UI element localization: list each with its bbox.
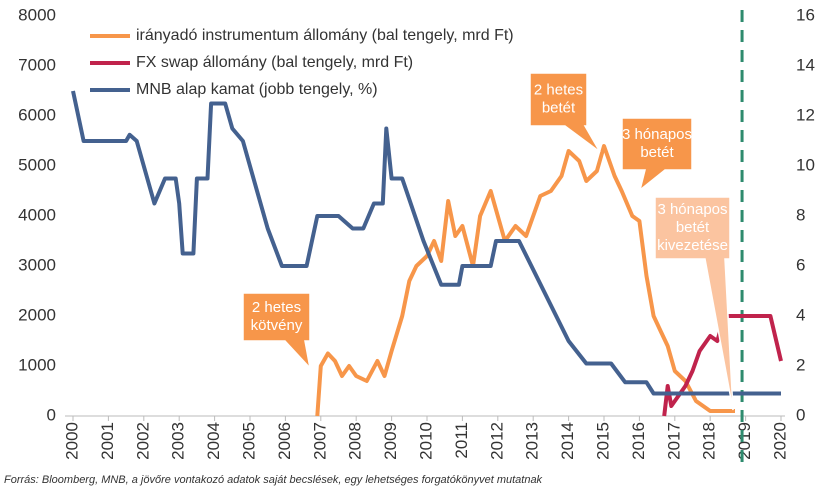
- x-tick-label: 2019: [735, 422, 754, 460]
- x-tick-label: 2018: [700, 422, 719, 460]
- y-tick-label: 0: [47, 405, 56, 424]
- y2-tick-label: 0: [796, 405, 805, 424]
- annotation-text: betét: [640, 144, 674, 161]
- x-tick-label: 2005: [239, 422, 258, 460]
- series-line: [315, 144, 735, 417]
- x-tick-label: 2008: [346, 422, 365, 460]
- x-tick-label: 2010: [416, 422, 435, 460]
- annotation-text: kivezetése: [657, 237, 728, 254]
- x-tick-label: 2003: [169, 422, 188, 460]
- annotation-text: 2 hetes: [534, 81, 583, 98]
- annotation-text: kötvény: [251, 317, 303, 334]
- y-tick-label: 2000: [18, 305, 56, 324]
- y-tick-label: 4000: [18, 205, 56, 224]
- y-tick-label: 3000: [18, 255, 56, 274]
- annotation-text: 3 hónapos: [657, 201, 727, 218]
- x-tick-label: 2014: [558, 422, 577, 460]
- x-tick-label: 2011: [452, 422, 471, 459]
- x-tick-label: 2006: [275, 422, 294, 460]
- y2-tick-label: 14: [796, 55, 815, 74]
- x-tick-label: 2015: [593, 422, 612, 460]
- x-tick-label: 2004: [204, 422, 223, 460]
- legend-label: MNB alap kamat (jobb tengely, %): [136, 81, 378, 98]
- x-tick-label: 2013: [523, 422, 542, 460]
- x-tick-label: 2017: [664, 422, 683, 460]
- y-tick-label: 7000: [18, 55, 56, 74]
- x-tick-label: 2009: [381, 422, 400, 460]
- x-tick-label: 2016: [629, 422, 648, 460]
- y2-tick-label: 4: [796, 305, 805, 324]
- x-tick-label: 2002: [133, 422, 152, 460]
- y2-tick-label: 12: [796, 105, 815, 124]
- annotation-text: 2 hetes: [252, 299, 301, 316]
- series-line: [662, 314, 783, 417]
- x-tick-label: 2012: [487, 422, 506, 460]
- x-tick-label: 2020: [770, 422, 789, 460]
- footnote: Forrás: Bloomberg, MNB, a jövőre vontako…: [4, 474, 543, 486]
- y2-tick-label: 10: [796, 155, 815, 174]
- legend-label: irányadó instrumentum állomány (bal teng…: [136, 27, 514, 44]
- x-tick-label: 2000: [62, 422, 81, 460]
- y2-tick-label: 2: [796, 355, 805, 374]
- y2-tick-label: 8: [796, 205, 805, 224]
- series-line: [71, 90, 781, 396]
- callout: [529, 72, 601, 153]
- y2-tick-label: 16: [796, 5, 815, 24]
- y2-tick-label: 6: [796, 255, 805, 274]
- annotation-text: betét: [542, 99, 576, 116]
- callout: [242, 292, 312, 371]
- y-tick-label: 8000: [18, 5, 56, 24]
- x-tick-label: 2007: [310, 422, 329, 460]
- y-tick-label: 5000: [18, 155, 56, 174]
- callout: [621, 117, 693, 192]
- annotation-text: 3 hónapos: [622, 126, 692, 143]
- callout: [654, 196, 734, 411]
- y-tick-label: 6000: [18, 105, 56, 124]
- y-tick-label: 1000: [18, 355, 56, 374]
- legend-label: FX swap állomány (bal tengely, mrd Ft): [136, 54, 413, 71]
- x-tick-label: 2001: [98, 422, 117, 460]
- annotation-text: betét: [676, 219, 710, 236]
